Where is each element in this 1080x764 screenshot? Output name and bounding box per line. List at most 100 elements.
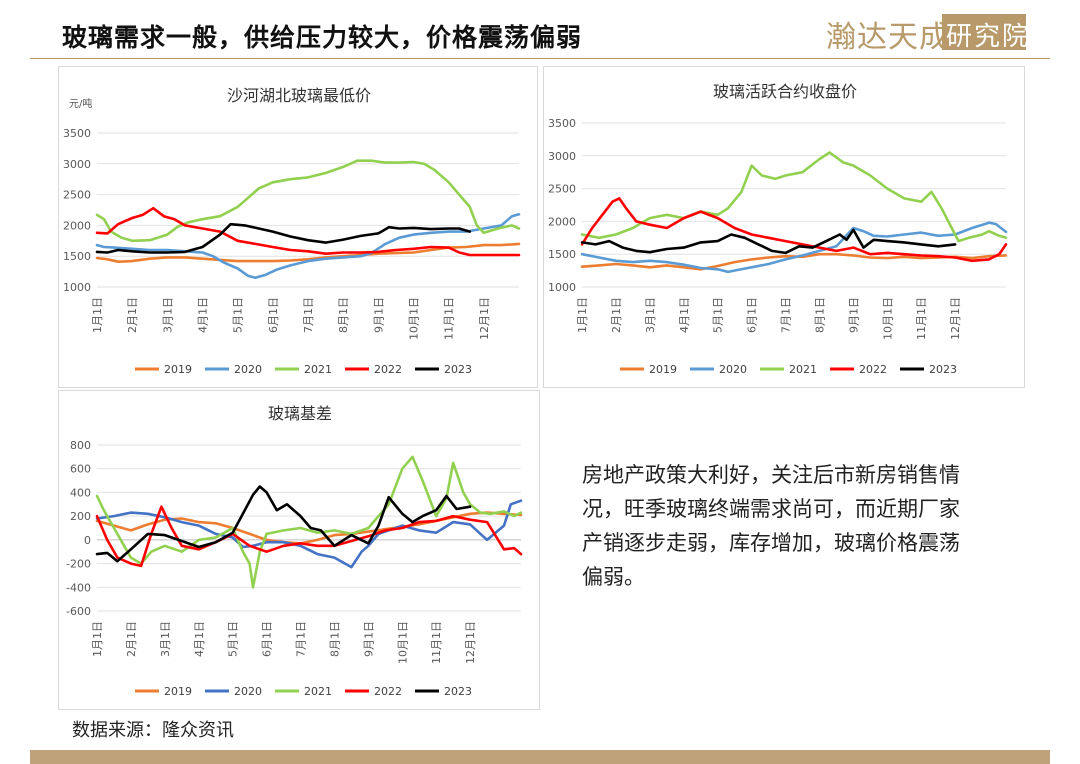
x-tick-label: 6月1日 <box>267 297 280 333</box>
legend-label-2022: 2022 <box>859 363 887 376</box>
x-tick-label: 3月1日 <box>159 621 172 657</box>
y-tick-label: 3500 <box>63 127 91 140</box>
series-line-2023 <box>95 485 472 563</box>
brand-logo: 瀚达天成 研究院 <box>826 10 1028 55</box>
legend-label-2021: 2021 <box>789 363 817 376</box>
x-tick-label: 9月1日 <box>372 297 385 333</box>
x-tick-label: 5月1日 <box>232 297 245 333</box>
chart-active: 玻璃活跃合约收盘价 1000 1500 2000 2500 3000 3500 1月1日 2月1… <box>548 82 1008 376</box>
x-tick-label: 11月1日 <box>430 621 443 664</box>
series-line-2022 <box>95 206 521 257</box>
series-line-2021 <box>95 455 523 589</box>
y-tick-label: 3000 <box>548 150 576 163</box>
legend-label-2020: 2020 <box>234 685 262 698</box>
legend-label-2023: 2023 <box>444 685 472 698</box>
x-tick-label: 12月1日 <box>949 297 962 340</box>
series-line-2020 <box>580 221 1008 274</box>
x-tick-label: 4月1日 <box>678 297 691 333</box>
series-line-2023 <box>580 228 957 255</box>
y-tick-label: 400 <box>70 486 91 499</box>
y-tick-label: -400 <box>66 581 91 594</box>
y-tick-label: 2000 <box>548 215 576 228</box>
chart-panel-basis: 玻璃基差 -600 -400 -200 0 200 400 600 800 1月1日 2月1日 3月1… <box>58 390 540 710</box>
x-tick-label: 5月1日 <box>712 297 725 333</box>
logo-box: 研究院 <box>942 14 1028 52</box>
x-tick-label: 11月1日 <box>443 297 456 340</box>
legend-label-2019: 2019 <box>164 363 192 376</box>
legend-label-2022: 2022 <box>374 363 402 376</box>
x-tick-label: 4月1日 <box>197 297 210 333</box>
series-line-2021 <box>580 151 1008 243</box>
x-tick-label: 2月1日 <box>610 297 623 333</box>
legend-label-2023: 2023 <box>929 363 957 376</box>
y-tick-label: -200 <box>66 558 91 571</box>
chart-title: 玻璃活跃合约收盘价 <box>713 82 857 101</box>
chart-title: 玻璃基差 <box>268 404 332 423</box>
x-tick-label: 7月1日 <box>780 297 793 333</box>
legend-label-2020: 2020 <box>234 363 262 376</box>
x-tick-label: 9月1日 <box>847 297 860 333</box>
x-tick-label: 11月1日 <box>915 297 928 340</box>
x-tick-label: 10月1日 <box>881 297 894 340</box>
data-source: 数据来源：隆众资讯 <box>72 720 234 741</box>
y-tick-label: 1500 <box>63 250 91 263</box>
logo-box-text: 研究院 <box>946 22 1031 52</box>
series-line-2023 <box>95 222 472 254</box>
x-tick-label: 1月1日 <box>91 621 104 657</box>
chart-panel-active: 玻璃活跃合约收盘价 1000 1500 2000 2500 3000 3500 1月1日 2月1… <box>543 66 1025 388</box>
x-tick-label: 9月1日 <box>362 621 375 657</box>
x-tick-label: 2月1日 <box>125 621 138 657</box>
legend-label-2019: 2019 <box>164 685 192 698</box>
y-axis-unit: 元/吨 <box>69 97 92 110</box>
chart-basis: 玻璃基差 -600 -400 -200 0 200 400 600 800 1月1日 2月1日 3月1… <box>66 404 523 698</box>
logo-text: 瀚达天成 <box>826 20 950 55</box>
y-tick-label: 200 <box>70 510 91 523</box>
chart-panel-shahe: 沙河湖北玻璃最低价元/吨 1000 1500 2000 2500 3000 3500 1月1日… <box>58 66 538 388</box>
series-line-2020 <box>95 499 523 569</box>
x-tick-label: 6月1日 <box>261 621 274 657</box>
page-title: 玻璃需求一般，供给压力较大，价格震荡偏弱 <box>62 23 583 52</box>
legend-label-2021: 2021 <box>304 685 332 698</box>
x-tick-label: 10月1日 <box>408 297 421 340</box>
y-tick-label: -600 <box>66 605 91 618</box>
legend-label-2023: 2023 <box>444 363 472 376</box>
y-tick-label: 1000 <box>63 281 91 294</box>
x-tick-label: 12月1日 <box>464 621 477 664</box>
y-tick-label: 1500 <box>548 248 576 261</box>
x-tick-label: 1月1日 <box>576 297 589 333</box>
x-tick-label: 12月1日 <box>478 297 491 340</box>
series-line-2022 <box>95 505 523 568</box>
x-tick-label: 2月1日 <box>126 297 139 333</box>
x-tick-label: 1月1日 <box>91 297 104 333</box>
chart-title: 沙河湖北玻璃最低价 <box>227 86 371 105</box>
commentary-text: 房地产政策大利好，关注后市新房销售情况，旺季玻璃终端需求尚可，而近期厂家产销逐步… <box>582 463 960 589</box>
x-tick-label: 7月1日 <box>302 297 315 333</box>
x-tick-label: 5月1日 <box>227 621 240 657</box>
x-tick-label: 4月1日 <box>193 621 206 657</box>
y-tick-label: 3000 <box>63 158 91 171</box>
y-tick-label: 1000 <box>548 281 576 294</box>
footer-bar <box>30 750 1050 764</box>
legend-label-2020: 2020 <box>719 363 747 376</box>
y-tick-label: 800 <box>70 439 91 452</box>
y-tick-label: 2000 <box>63 219 91 232</box>
x-tick-label: 8月1日 <box>813 297 826 333</box>
legend-label-2019: 2019 <box>649 363 677 376</box>
legend-label-2021: 2021 <box>304 363 332 376</box>
y-tick-label: 2500 <box>63 189 91 202</box>
y-tick-label: 3500 <box>548 117 576 130</box>
y-tick-label: 2500 <box>548 183 576 196</box>
legend-label-2022: 2022 <box>374 685 402 698</box>
series-line-2020 <box>95 213 521 280</box>
header-divider <box>30 58 1050 59</box>
x-tick-label: 7月1日 <box>295 621 308 657</box>
y-tick-label: 0 <box>84 534 91 547</box>
x-tick-label: 3月1日 <box>644 297 657 333</box>
x-tick-label: 6月1日 <box>746 297 759 333</box>
x-tick-label: 8月1日 <box>337 297 350 333</box>
y-tick-label: 600 <box>70 463 91 476</box>
x-tick-label: 8月1日 <box>328 621 341 657</box>
x-tick-label: 3月1日 <box>161 297 174 333</box>
series-line-2021 <box>95 159 521 243</box>
